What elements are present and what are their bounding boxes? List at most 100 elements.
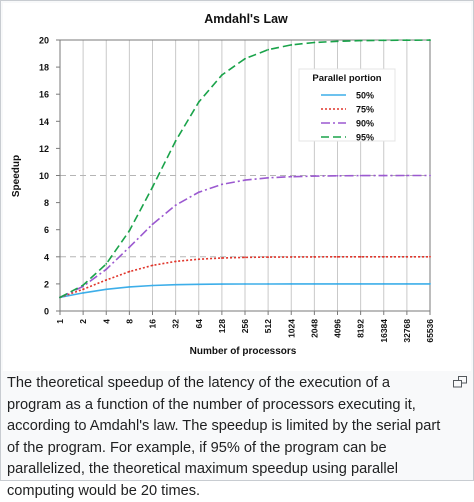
x-tick-label: 1024	[286, 319, 296, 338]
y-tick-label: 12	[39, 144, 49, 154]
data-point	[290, 283, 293, 285]
x-tick-label: 64	[194, 319, 204, 329]
x-tick-label: 8	[124, 319, 134, 324]
data-point	[105, 279, 108, 281]
series-line-95pct	[59, 39, 431, 299]
series-line-75pct	[59, 256, 430, 299]
data-point	[313, 283, 316, 285]
data-point	[382, 174, 385, 177]
data-point	[197, 101, 200, 103]
data-point	[359, 255, 362, 258]
y-tick-label: 6	[44, 225, 49, 235]
data-point	[105, 288, 108, 291]
y-tick-label: 10	[39, 171, 49, 181]
data-point	[128, 270, 131, 273]
data-point	[405, 174, 408, 177]
magnify-icon[interactable]	[453, 376, 467, 388]
data-point	[244, 283, 246, 285]
legend-label: 95%	[356, 133, 374, 143]
y-tick-label: 0	[44, 307, 49, 317]
legend-items: 50% 75% 90% 95%	[321, 91, 374, 143]
x-tick-label: 1	[55, 319, 65, 324]
data-point	[405, 39, 408, 42]
data-point	[429, 39, 431, 41]
data-point	[382, 283, 385, 285]
data-point	[405, 255, 408, 258]
y-tick-label: 2	[44, 279, 49, 289]
legend-title: Parallel portion	[312, 73, 381, 84]
data-point	[336, 255, 339, 258]
data-point	[128, 286, 131, 288]
data-point	[105, 262, 108, 265]
data-point	[220, 257, 223, 259]
data-point	[82, 284, 85, 287]
chart-title: Amdahl's Law	[204, 12, 288, 26]
data-point	[359, 283, 362, 285]
data-point	[336, 283, 339, 285]
x-tick-label: 2048	[309, 319, 319, 338]
data-point	[382, 255, 385, 258]
legend-label: 50%	[356, 91, 374, 101]
data-point	[174, 140, 177, 142]
data-point	[382, 39, 385, 42]
data-point	[336, 40, 339, 43]
data-point	[197, 283, 200, 286]
data-point	[151, 284, 154, 287]
x-tick-label: 4	[101, 319, 111, 324]
figure-caption: The theoretical speedup of the latency o…	[7, 375, 441, 499]
data-point	[290, 256, 293, 258]
x-tick-label: 32	[171, 319, 181, 329]
data-point	[267, 176, 270, 179]
data-point	[429, 174, 431, 177]
x-tick-label: 16384	[379, 319, 389, 343]
legend: Parallel portion 50% 75% 90% 95%	[298, 68, 396, 143]
data-point	[313, 41, 316, 44]
data-point	[290, 44, 293, 46]
x-tick-label: 256	[240, 319, 250, 333]
data-point	[336, 174, 339, 177]
y-tick-label: 8	[44, 198, 49, 208]
data-point	[197, 258, 200, 261]
data-point	[59, 296, 61, 299]
data-point	[359, 174, 362, 177]
data-point	[429, 283, 431, 285]
data-point	[128, 229, 131, 232]
y-tick-label: 16	[39, 90, 49, 100]
data-point	[151, 186, 154, 189]
data-point	[244, 57, 246, 60]
data-point	[244, 179, 246, 182]
x-tick-label: 32768	[402, 319, 412, 343]
data-point	[174, 204, 177, 207]
data-point	[197, 191, 200, 194]
x-tick-label: 8192	[356, 319, 366, 338]
data-point	[290, 175, 293, 178]
data-point	[82, 288, 85, 291]
data-point	[220, 74, 223, 76]
data-point	[151, 264, 154, 267]
x-tick-label: 65536	[425, 319, 435, 343]
x-tick-label: 16	[148, 319, 158, 329]
y-tick-label: 18	[39, 63, 49, 73]
legend-label: 75%	[356, 105, 374, 115]
data-point	[267, 283, 270, 285]
data-point	[174, 260, 177, 263]
data-point	[267, 48, 270, 51]
data-point	[313, 175, 316, 177]
y-tick-label: 4	[44, 252, 49, 262]
y-tick-label: 14	[39, 117, 49, 127]
legend-box	[298, 68, 396, 142]
x-axis-label: Number of processors	[190, 346, 297, 357]
data-point	[105, 268, 108, 271]
data-point	[359, 39, 362, 42]
data-point	[220, 183, 223, 186]
x-tick-label: 4096	[333, 319, 343, 338]
data-point	[174, 283, 177, 286]
chart-area: Amdahl's Law 0 2 4 6 8 10 12 14 16 18 20 1 2 4 8 16 32 64…	[3, 3, 471, 371]
x-tick-label: 2	[78, 319, 88, 324]
data-point	[429, 255, 431, 258]
data-point	[267, 256, 270, 259]
y-axis-label: Speedup	[11, 155, 22, 197]
data-point	[405, 283, 408, 285]
